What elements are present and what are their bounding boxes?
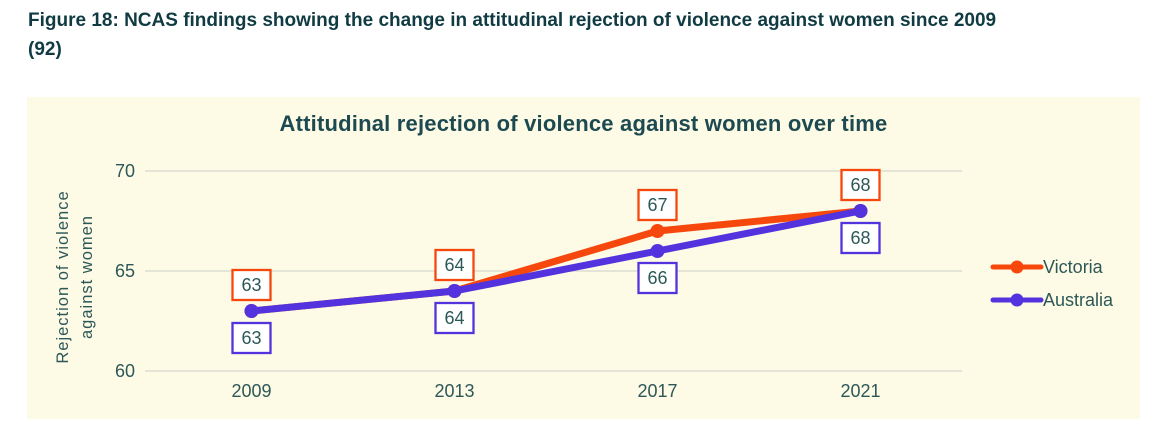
data-point-australia bbox=[650, 244, 665, 258]
data-label-australia: 68 bbox=[850, 228, 870, 248]
figure-caption: Figure 18: NCAS findings showing the cha… bbox=[28, 6, 1144, 64]
y-axis-label-line: against women bbox=[78, 215, 96, 339]
legend-marker-dot-victoria bbox=[1010, 260, 1024, 274]
chart-panel: Attitudinal rejection of violence agains… bbox=[27, 97, 1140, 419]
chart-title: Attitudinal rejection of violence agains… bbox=[279, 111, 888, 136]
data-label-victoria: 63 bbox=[241, 275, 261, 295]
y-tick-label: 70 bbox=[115, 161, 135, 181]
x-tick-label: 2017 bbox=[637, 381, 677, 401]
x-tick-label: 2009 bbox=[231, 381, 271, 401]
data-label-victoria: 68 bbox=[850, 175, 870, 195]
data-label-box-victoria bbox=[434, 248, 475, 282]
data-label-australia: 66 bbox=[647, 268, 667, 288]
figure-caption-line2: (92) bbox=[28, 39, 62, 60]
series-line-australia bbox=[248, 207, 864, 315]
legend-label-victoria: Victoria bbox=[1043, 257, 1104, 277]
legend-marker-dot-australia bbox=[1010, 293, 1024, 307]
x-tick-label: 2013 bbox=[434, 381, 474, 401]
data-label-box-victoria bbox=[231, 268, 272, 302]
data-label-box-australia bbox=[434, 301, 475, 335]
y-tick-label: 60 bbox=[115, 361, 135, 381]
data-label-box-australia bbox=[231, 321, 272, 355]
data-label-australia: 64 bbox=[444, 308, 464, 328]
data-point-australia bbox=[853, 204, 868, 218]
data-label-box-australia bbox=[637, 261, 678, 295]
data-label-australia: 63 bbox=[241, 328, 261, 348]
y-tick-label: 65 bbox=[115, 261, 135, 281]
legend-label-australia: Australia bbox=[1043, 290, 1114, 310]
data-point-australia bbox=[244, 304, 259, 318]
x-tick-label: 2021 bbox=[840, 381, 880, 401]
data-label-box-victoria bbox=[637, 188, 678, 222]
data-point-victoria bbox=[650, 224, 665, 238]
data-label-victoria: 64 bbox=[444, 255, 464, 275]
data-point-australia bbox=[447, 284, 462, 298]
data-label-box-victoria bbox=[840, 168, 881, 202]
data-label-victoria: 67 bbox=[647, 195, 667, 215]
figure-caption-line1: Figure 18: NCAS findings showing the cha… bbox=[28, 10, 997, 31]
data-label-box-australia bbox=[840, 221, 881, 255]
y-axis-label-line: Rejection of violence bbox=[54, 190, 72, 363]
line-chart: 70 65 60 Rejection of violence against women… bbox=[54, 161, 1114, 401]
